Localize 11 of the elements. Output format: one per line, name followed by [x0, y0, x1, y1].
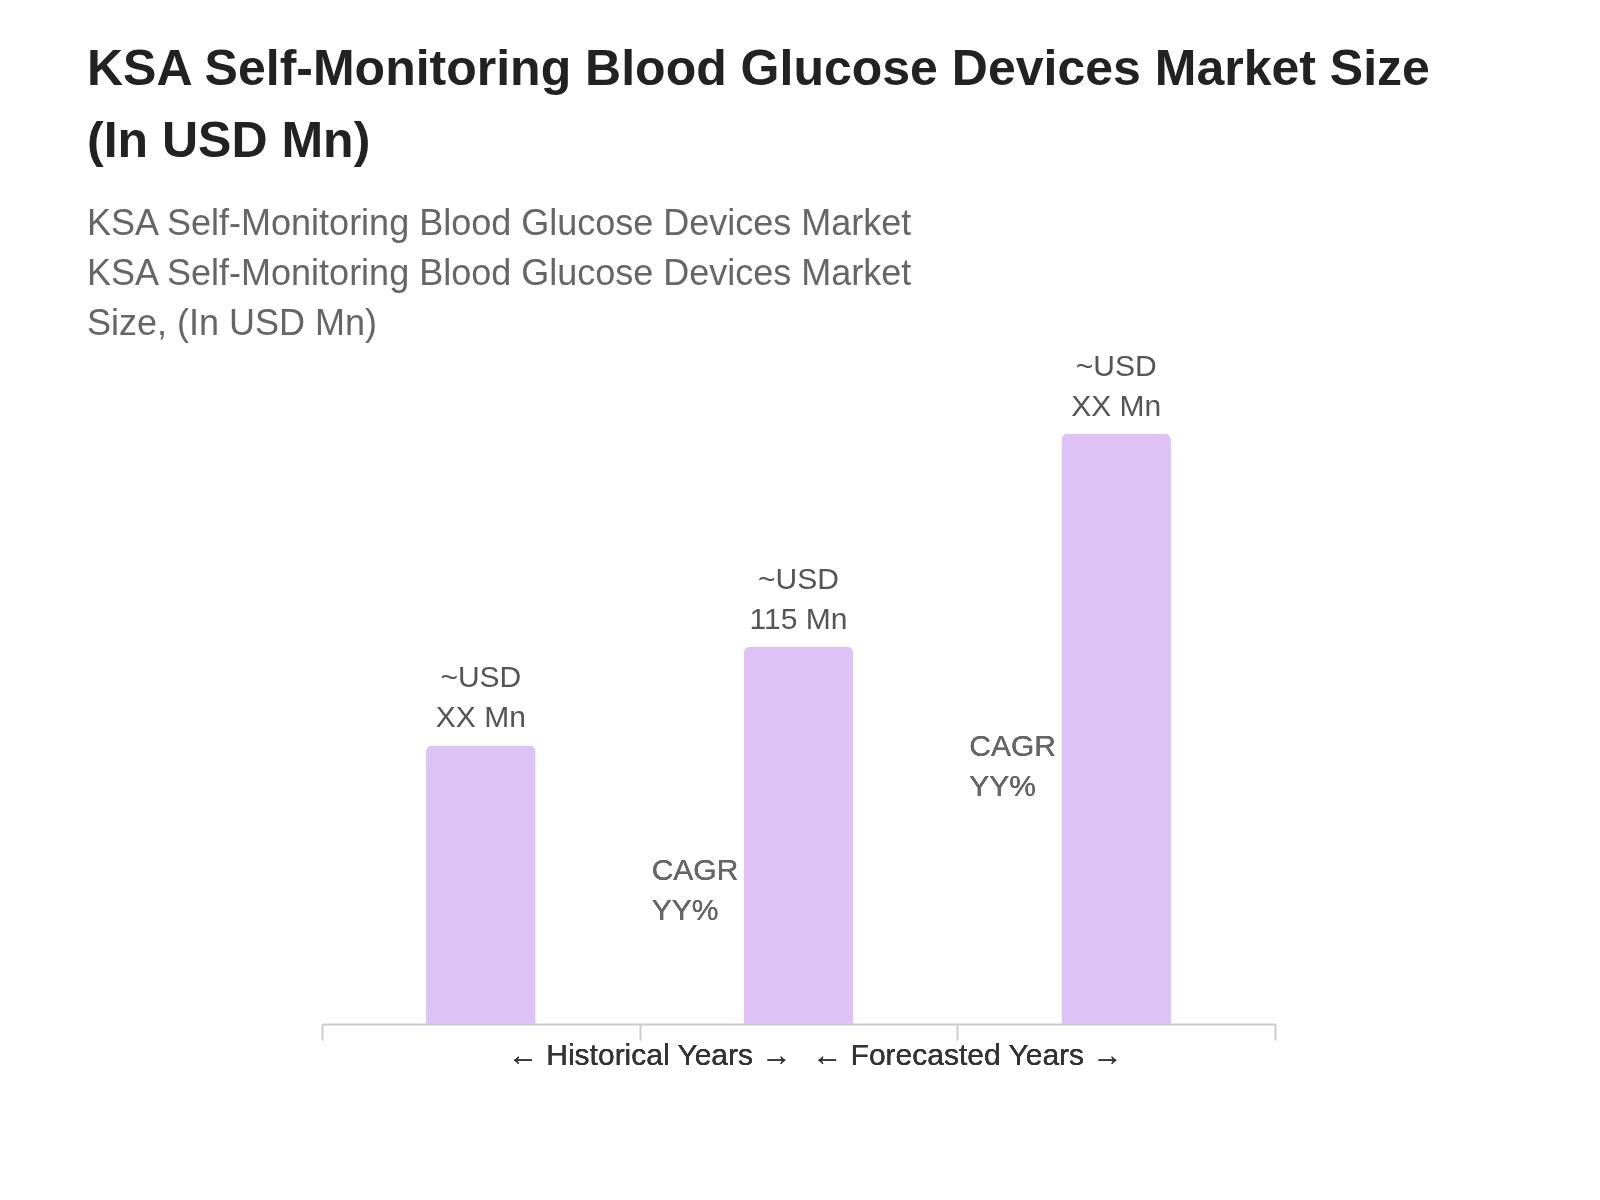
data-label: ~USD 115 Mn	[749, 562, 848, 636]
text: Size, (In USD Mn)	[87, 302, 378, 343]
text: KSA Self-Monitoring Blood Glucose Devices Market	[87, 202, 912, 243]
text: KSA Self-Monitoring Blood Glucose Devices Market	[87, 252, 912, 293]
data-label: ~USD XX Mn	[1071, 349, 1162, 422]
data-label: ~USD XX Mn	[435, 660, 526, 734]
annotation: CAGR YY%	[651, 852, 739, 926]
text: ← Forecasted Years →	[812, 1038, 1123, 1071]
text: ← Historical Years →	[507, 1038, 792, 1071]
annotation: CAGR YY%	[969, 728, 1057, 802]
chart-title: KSA Self-Monitoring Blood Glucose Devices Market Size (In USD Mn)	[87, 40, 1430, 168]
